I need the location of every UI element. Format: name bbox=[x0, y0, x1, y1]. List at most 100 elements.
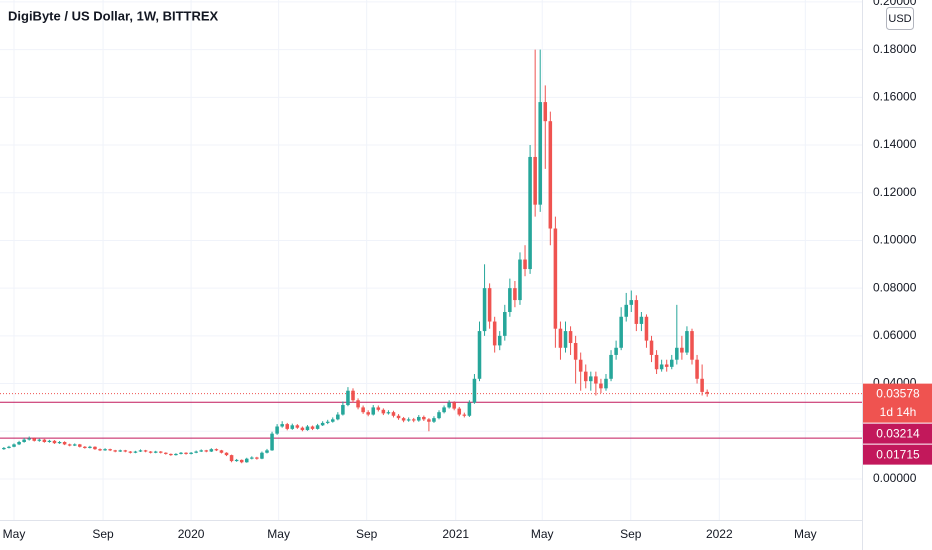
candle-body bbox=[391, 412, 396, 416]
candle-body bbox=[153, 451, 158, 453]
candle-body bbox=[108, 449, 112, 451]
y-tick-label: 0.18000 bbox=[873, 42, 917, 56]
candle-body bbox=[52, 440, 57, 444]
candle-body bbox=[518, 259, 522, 301]
candle-body bbox=[341, 405, 345, 415]
candle-body bbox=[558, 328, 563, 348]
candle-body bbox=[78, 444, 82, 447]
candle-body bbox=[563, 331, 568, 348]
candle-body bbox=[634, 300, 639, 324]
candle-body bbox=[614, 347, 618, 355]
candle-body bbox=[594, 376, 598, 384]
candle-body bbox=[32, 438, 37, 441]
candle-body bbox=[300, 427, 305, 431]
candle-body bbox=[336, 414, 340, 420]
candle-body bbox=[315, 425, 320, 429]
candle-body bbox=[513, 288, 517, 301]
currency-box[interactable] bbox=[886, 7, 914, 30]
candle-body bbox=[538, 102, 542, 205]
candle-body bbox=[361, 407, 365, 413]
candle-body bbox=[487, 288, 492, 322]
candle-body bbox=[629, 300, 634, 305]
candle-body bbox=[158, 451, 163, 453]
grid bbox=[0, 0, 862, 520]
price-label: 0.03214 bbox=[876, 426, 920, 440]
candle-body bbox=[143, 450, 148, 452]
candle-body bbox=[548, 121, 553, 229]
candle-body bbox=[189, 452, 193, 454]
x-tick-label: 2021 bbox=[442, 527, 469, 541]
candle-body bbox=[705, 391, 709, 394]
candle-body bbox=[371, 407, 376, 415]
candle-body bbox=[685, 331, 689, 353]
candle-body bbox=[204, 450, 209, 452]
candle-body bbox=[422, 416, 426, 420]
candle-body bbox=[457, 408, 462, 415]
price-label-box bbox=[863, 423, 932, 444]
candle-body bbox=[528, 156, 532, 270]
candle-body bbox=[351, 390, 355, 401]
candle-body bbox=[27, 438, 31, 440]
x-tick-label: 2020 bbox=[178, 527, 205, 541]
candle-body bbox=[244, 458, 249, 463]
candle-body bbox=[295, 425, 300, 428]
candle-body bbox=[260, 452, 264, 459]
candle-body bbox=[42, 439, 47, 442]
candle-body bbox=[553, 228, 558, 329]
candle-body bbox=[285, 424, 290, 429]
candle-body bbox=[675, 347, 679, 360]
candle-body bbox=[133, 451, 138, 453]
candle-body bbox=[508, 288, 512, 312]
candle-body bbox=[265, 450, 269, 453]
candle-body bbox=[72, 444, 77, 446]
candle-body bbox=[325, 421, 330, 423]
candle-body bbox=[503, 312, 507, 336]
candle-body bbox=[695, 359, 699, 379]
candle-body bbox=[376, 407, 381, 410]
x-tick-label: 2022 bbox=[706, 527, 733, 541]
price-label-box bbox=[863, 444, 932, 465]
candle-body bbox=[219, 450, 224, 453]
candle-body bbox=[229, 455, 234, 462]
candle-body bbox=[88, 446, 92, 448]
candle-body bbox=[148, 451, 153, 453]
candle-body bbox=[275, 426, 279, 434]
candle-body bbox=[234, 459, 239, 462]
candle-body bbox=[169, 453, 173, 456]
candle-body bbox=[12, 444, 16, 447]
y-tick-label: 0.14000 bbox=[873, 137, 917, 151]
candle-body bbox=[280, 424, 284, 427]
candle-body bbox=[533, 156, 537, 205]
price-label: 0.03578 bbox=[876, 386, 920, 400]
candle-body bbox=[250, 457, 254, 459]
y-tick-label: 0.08000 bbox=[873, 280, 917, 294]
candles bbox=[2, 49, 709, 464]
candle-body bbox=[98, 449, 102, 451]
chart-title: DigiByte / US Dollar, 1W, BITTREX bbox=[8, 8, 219, 23]
candle-body bbox=[396, 415, 401, 419]
candle-body bbox=[214, 449, 219, 451]
candle-body bbox=[624, 304, 628, 317]
candle-body bbox=[619, 316, 623, 348]
currency: USD bbox=[888, 13, 911, 25]
candle-body bbox=[583, 371, 588, 382]
candle-body bbox=[659, 364, 664, 370]
candle-body bbox=[492, 321, 497, 346]
candle-body bbox=[406, 419, 411, 421]
price-labels: 0.03578 1d 14h 0.03214 0.01715 bbox=[863, 383, 932, 465]
candle-body bbox=[482, 288, 487, 332]
candle-body bbox=[128, 451, 133, 453]
candle-body bbox=[209, 449, 214, 452]
candle-body bbox=[310, 426, 315, 429]
candle-body bbox=[654, 354, 659, 370]
candle-body bbox=[644, 316, 649, 341]
candle-body bbox=[138, 450, 143, 452]
candle-body bbox=[174, 453, 178, 456]
candle-body bbox=[578, 359, 583, 372]
candle-body bbox=[497, 335, 502, 346]
y-tick-label: 0.20000 bbox=[873, 0, 917, 8]
candle-body bbox=[700, 378, 704, 392]
y-tick-label: 0.10000 bbox=[873, 233, 917, 247]
candle-body bbox=[401, 418, 406, 421]
